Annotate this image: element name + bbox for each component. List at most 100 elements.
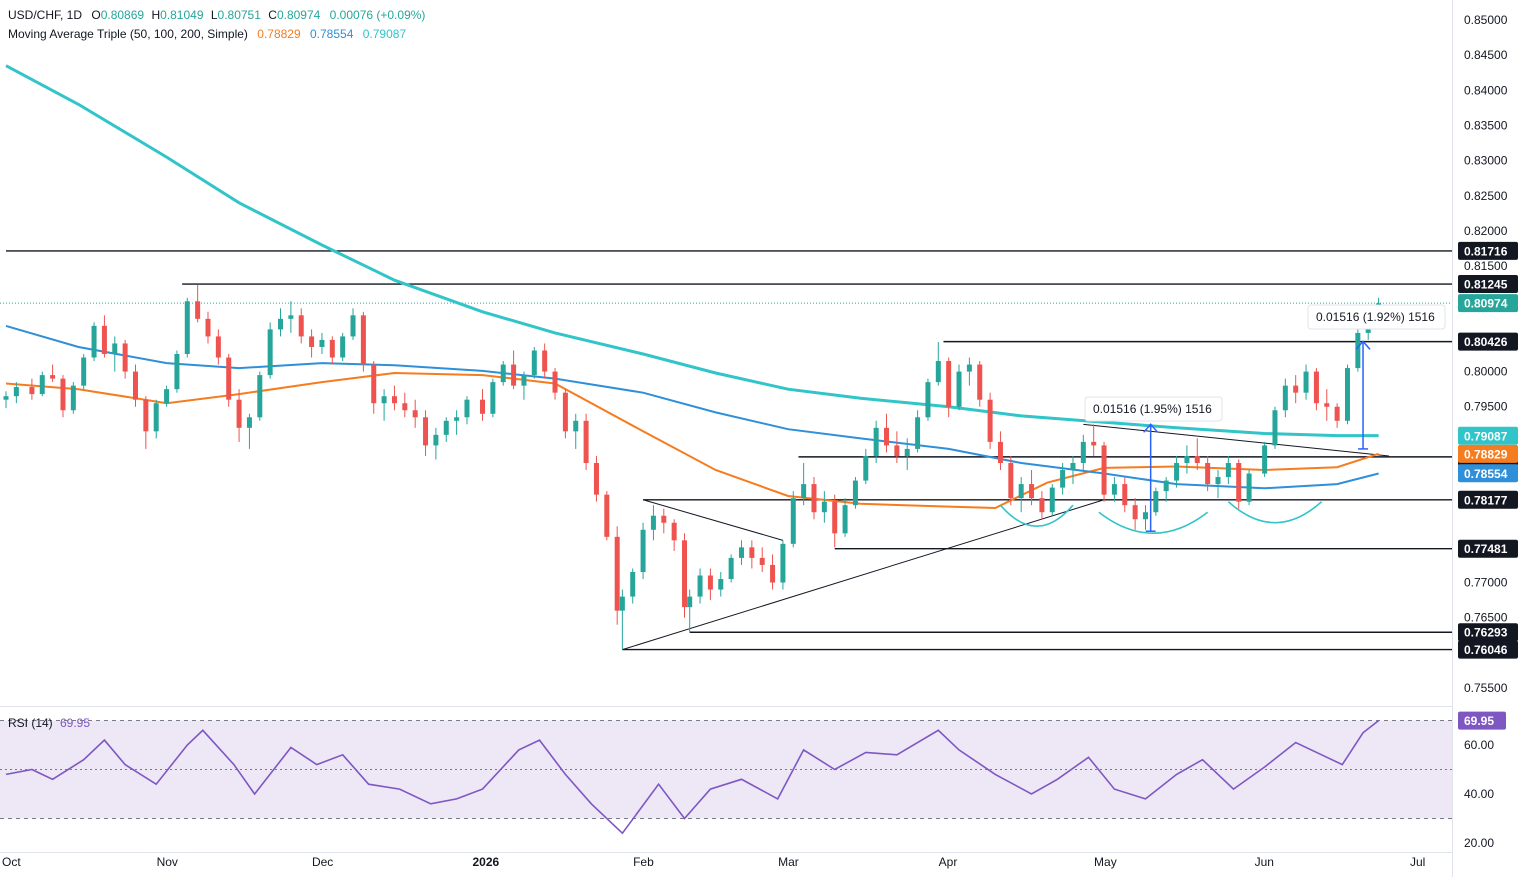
pane-divider (0, 706, 1452, 707)
candle-body (1272, 410, 1278, 446)
candle-body (381, 396, 387, 404)
candle-body (39, 375, 45, 395)
price-tick-label: 0.83500 (1464, 118, 1508, 132)
indicator-price-chip-bg (1458, 444, 1518, 463)
level-price-chip: 0.76293 (1464, 626, 1508, 640)
candle-body (278, 318, 284, 330)
candle-body (650, 515, 656, 530)
candle-body (500, 364, 506, 383)
candle-body (1324, 403, 1330, 407)
candle-body (143, 399, 149, 432)
candle-body (174, 354, 180, 390)
candle-body (987, 399, 993, 442)
candle-body (842, 505, 848, 534)
price-tick-label: 0.77000 (1464, 576, 1508, 590)
candle-body (640, 529, 646, 572)
candle-body (749, 547, 755, 558)
close-value: 0.80974 (276, 8, 321, 22)
candle-body (790, 498, 796, 544)
candle-body (205, 318, 211, 337)
candle-body (350, 315, 356, 337)
candle-body (630, 571, 636, 597)
ma-legend: Moving Average Triple (50, 100, 200, Sim… (8, 27, 406, 41)
indicator-price-chip: 0.78554 (1464, 467, 1508, 481)
candle-body (1313, 371, 1319, 404)
candle-body (915, 417, 921, 449)
level-price-chip-bg (1458, 623, 1518, 642)
candle-body (1163, 480, 1169, 492)
candle-body (614, 536, 620, 611)
candle-body (215, 336, 221, 358)
level-price-chip-bg (1458, 275, 1518, 294)
candle-body (1008, 462, 1014, 499)
candle-body (423, 417, 429, 446)
candle-body (226, 357, 232, 400)
time-tick-label: Jul (1410, 855, 1425, 869)
candle-body (1132, 505, 1138, 520)
level-price-chip-bg (1458, 490, 1518, 509)
candle-body (1101, 445, 1107, 495)
level-price-chip: 0.80426 (1464, 335, 1508, 349)
indicator-price-chip: 0.80974 (1464, 297, 1508, 311)
price-tick-label: 0.79500 (1464, 400, 1508, 414)
rsi-tick-label: 60.00 (1464, 738, 1494, 752)
candle-body (402, 403, 408, 411)
candle-body (832, 501, 838, 534)
candle-body (619, 596, 625, 611)
candle-body (81, 357, 87, 386)
candle-body (329, 339, 335, 358)
candle-body (195, 301, 201, 319)
candle-body (184, 301, 190, 354)
rsi-value-chip: 69.95 (1464, 714, 1494, 728)
candle-body (1184, 455, 1190, 463)
candle-body (60, 378, 66, 411)
indicator-price-chip-bg (1458, 426, 1518, 445)
rsi-value-chip-bg (1458, 711, 1506, 730)
level-price-chip-bg (1458, 640, 1518, 659)
high-prefix: H (151, 8, 161, 22)
candle-body (1355, 332, 1361, 369)
pattern-arc (1098, 511, 1209, 535)
trendline (622, 499, 1105, 651)
candle-body (29, 387, 35, 395)
trendline (642, 499, 784, 541)
time-tick-label: Dec (312, 855, 333, 869)
candle-body (480, 399, 486, 414)
candle-body (122, 343, 128, 372)
open-prefix: O (91, 8, 101, 22)
candle-body (1334, 406, 1340, 421)
candle-body (935, 361, 941, 383)
candle-body (50, 375, 56, 379)
candle-body (464, 399, 470, 418)
candle-body (319, 339, 325, 347)
time-axis-border (0, 852, 1452, 853)
time-tick-label: Apr (939, 855, 958, 869)
candle-body (1282, 385, 1288, 411)
measure-label: 0.01516 (1.92%) 1516 (1316, 310, 1435, 324)
time-tick-label: Nov (157, 855, 178, 869)
candle-body (904, 448, 910, 456)
measure-label-box (1307, 304, 1446, 330)
indicator-price-chip-bg (1458, 464, 1518, 483)
candle-body (1153, 491, 1159, 513)
candle-body (552, 371, 558, 393)
candle-body (661, 515, 667, 523)
candle-body (3, 396, 9, 400)
low-prefix: L (210, 8, 218, 22)
time-tick-label: 2026 (473, 855, 500, 869)
candle-body (946, 361, 952, 407)
trendline (1083, 423, 1389, 457)
candle-body (770, 564, 776, 583)
level-price-chip-bg (1458, 332, 1518, 351)
candle-body (801, 484, 807, 499)
level-price-chip: 0.76046 (1464, 643, 1508, 657)
rsi-value-label: 69.95 (60, 716, 90, 730)
price-axis-border (1452, 0, 1453, 877)
measure-arrow-head (1355, 340, 1371, 350)
change-value: 0.00076 (+0.09%) (329, 8, 426, 22)
candle-body (687, 596, 693, 608)
candle-body (521, 375, 527, 386)
measure-arrow-head (1143, 423, 1159, 433)
